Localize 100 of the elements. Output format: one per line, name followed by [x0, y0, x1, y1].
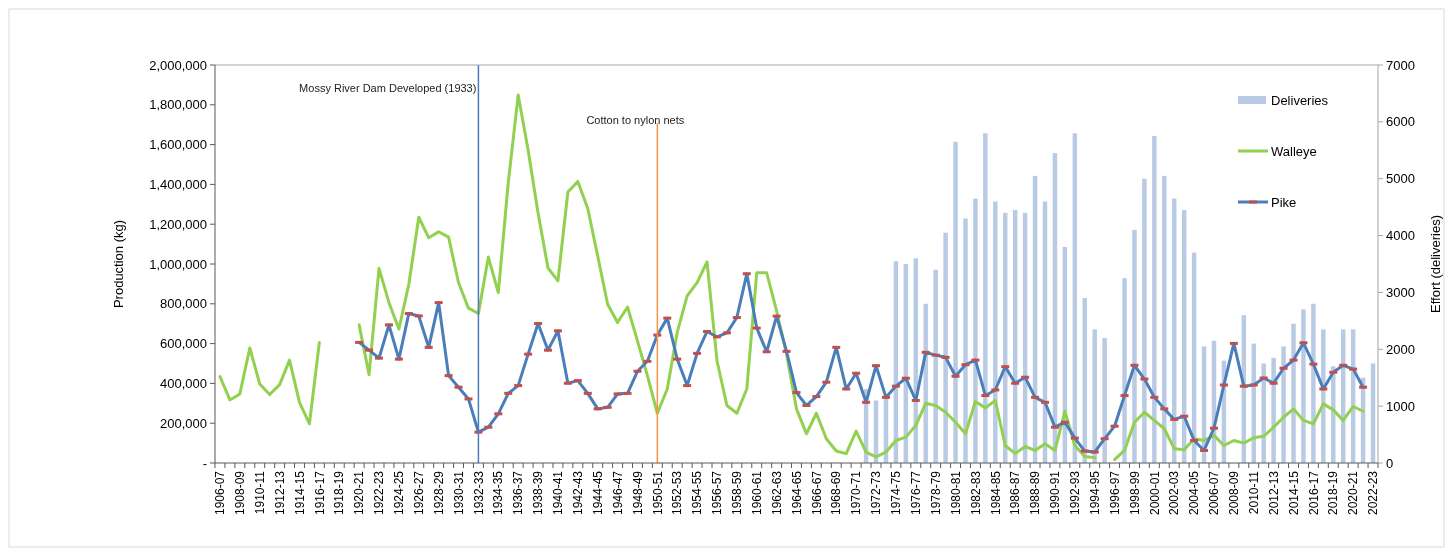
x-tick-label: 1948-49 [630, 470, 645, 516]
x-tick-label: 1974-75 [889, 470, 904, 516]
x-tick-label: 1908-09 [233, 470, 248, 516]
x-tick-label: 1918-19 [332, 470, 347, 516]
x-tick-label: 1988-89 [1028, 470, 1043, 516]
bar [923, 303, 928, 463]
x-tick-label: 1972-73 [869, 470, 884, 516]
x-tick-label: 2008-09 [1227, 470, 1242, 516]
x-tick-label: 2014-15 [1286, 470, 1301, 516]
bar [1261, 363, 1266, 463]
legend-label: Pike [1271, 194, 1297, 210]
x-tick-label: 1930-31 [451, 470, 466, 516]
x-tick-label: 1936-37 [511, 470, 526, 516]
bar [943, 232, 948, 463]
x-tick-label: 1996-97 [1107, 470, 1122, 516]
x-tick-label: 1962-63 [769, 470, 784, 516]
x-tick-label: 2018-19 [1326, 470, 1341, 516]
x-tick-label: 1954-55 [690, 470, 705, 516]
x-tick-label: 1922-23 [372, 470, 387, 516]
ref-line-label: Mossy River Dam Developed (1933) [299, 82, 477, 94]
x-tick-label: 1998-99 [1127, 470, 1142, 516]
x-tick-label: 2016-17 [1306, 470, 1321, 516]
y-tick-label: 1,800,000 [149, 97, 207, 113]
x-tick-label: 1938-39 [531, 470, 546, 516]
x-tick-label: 1952-53 [670, 470, 685, 516]
x-tick-label: 1986-87 [1008, 470, 1023, 516]
x-tick-label: 1912-13 [272, 470, 287, 516]
bar [1321, 329, 1326, 463]
x-tick-label: 1984-85 [988, 470, 1003, 516]
x-tick-label: 1982-83 [968, 470, 983, 516]
y-tick-label: 1,200,000 [149, 216, 207, 232]
bar [1162, 175, 1167, 463]
legend-label: Deliveries [1271, 92, 1329, 108]
y2-tick-label: 6000 [1386, 114, 1415, 130]
x-tick-label: 1920-21 [352, 470, 367, 516]
x-tick-label: 1980-81 [948, 470, 963, 516]
bar [1092, 329, 1097, 463]
bar [1281, 346, 1286, 463]
x-tick-label: 1944-45 [590, 470, 605, 516]
x-tick-label: 1994-95 [1087, 470, 1102, 516]
legend-label: Walleye [1271, 143, 1317, 159]
y2-tick-label: 3000 [1386, 284, 1415, 300]
x-tick-label: 1910-11 [252, 470, 267, 515]
y2-tick-label: 5000 [1386, 171, 1415, 187]
bar [1291, 323, 1296, 463]
x-tick-label: 1928-29 [431, 470, 446, 516]
y2-tick-label: 4000 [1386, 228, 1415, 244]
y2-tick-label: 2000 [1386, 341, 1415, 357]
bar [1301, 309, 1306, 463]
x-tick-label: 1942-43 [571, 470, 586, 516]
x-tick-label: 1960-61 [749, 470, 764, 516]
bar [1311, 303, 1316, 463]
x-tick-label: 1932-33 [471, 470, 486, 516]
y-tick-label: 400,000 [160, 375, 207, 391]
bar [1102, 337, 1107, 463]
y-tick-label: 1,400,000 [149, 176, 207, 192]
x-tick-label: 2020-21 [1346, 470, 1361, 516]
x-tick-label: 1956-57 [710, 470, 725, 516]
x-tick-label: 1906-07 [213, 470, 228, 516]
bar [1152, 136, 1157, 463]
bar [983, 133, 988, 463]
bar [1271, 357, 1276, 463]
x-tick-label: 1978-79 [928, 470, 943, 516]
x-tick-label: 2010-11 [1246, 470, 1261, 515]
x-tick-label: 1924-25 [392, 470, 407, 516]
x-tick-label: 2002-03 [1167, 470, 1182, 516]
x-tick-label: 1968-69 [829, 470, 844, 516]
x-tick-label: 1966-67 [809, 470, 824, 516]
x-tick-label: 2022-23 [1366, 470, 1381, 516]
x-tick-label: 1946-47 [610, 470, 625, 516]
y-tick-label: - [202, 455, 207, 471]
x-tick-label: 1914-15 [292, 470, 307, 516]
bar [993, 201, 998, 463]
y-tick-label: 600,000 [160, 336, 207, 352]
x-tick-label: 1958-59 [730, 470, 745, 516]
bar [973, 198, 978, 463]
bar [1142, 178, 1147, 463]
y2-axis-title: Effort (deliveries) [1428, 214, 1443, 314]
y2-tick-label: 1000 [1386, 398, 1415, 414]
x-tick-label: 1992-93 [1068, 470, 1083, 516]
bar [1331, 366, 1336, 463]
ref-line-label: Cotton to nylon nets [586, 114, 685, 126]
x-tick-label: 2004-05 [1187, 470, 1202, 516]
x-tick-label: 1916-17 [312, 470, 327, 516]
y-tick-label: 800,000 [160, 296, 207, 312]
bar [933, 269, 938, 463]
x-tick-label: 1970-71 [849, 470, 864, 516]
y-axis-title: Production (kg) [111, 219, 126, 309]
x-tick-label: 1964-65 [789, 470, 804, 516]
y-tick-label: 1,600,000 [149, 137, 207, 153]
x-tick-label: 2000-01 [1147, 470, 1162, 516]
x-tick-label: 1940-41 [551, 470, 566, 516]
y2-tick-label: 0 [1386, 455, 1394, 471]
bar [1132, 229, 1137, 463]
y2-tick-label: 7000 [1386, 57, 1415, 73]
x-tick-label: 2012-13 [1266, 470, 1281, 516]
x-tick-label: 1976-77 [908, 470, 923, 516]
x-tick-label: 2006-07 [1207, 470, 1222, 516]
x-tick-label: 1950-51 [650, 470, 665, 516]
x-tick-label: 1990-91 [1048, 470, 1063, 516]
